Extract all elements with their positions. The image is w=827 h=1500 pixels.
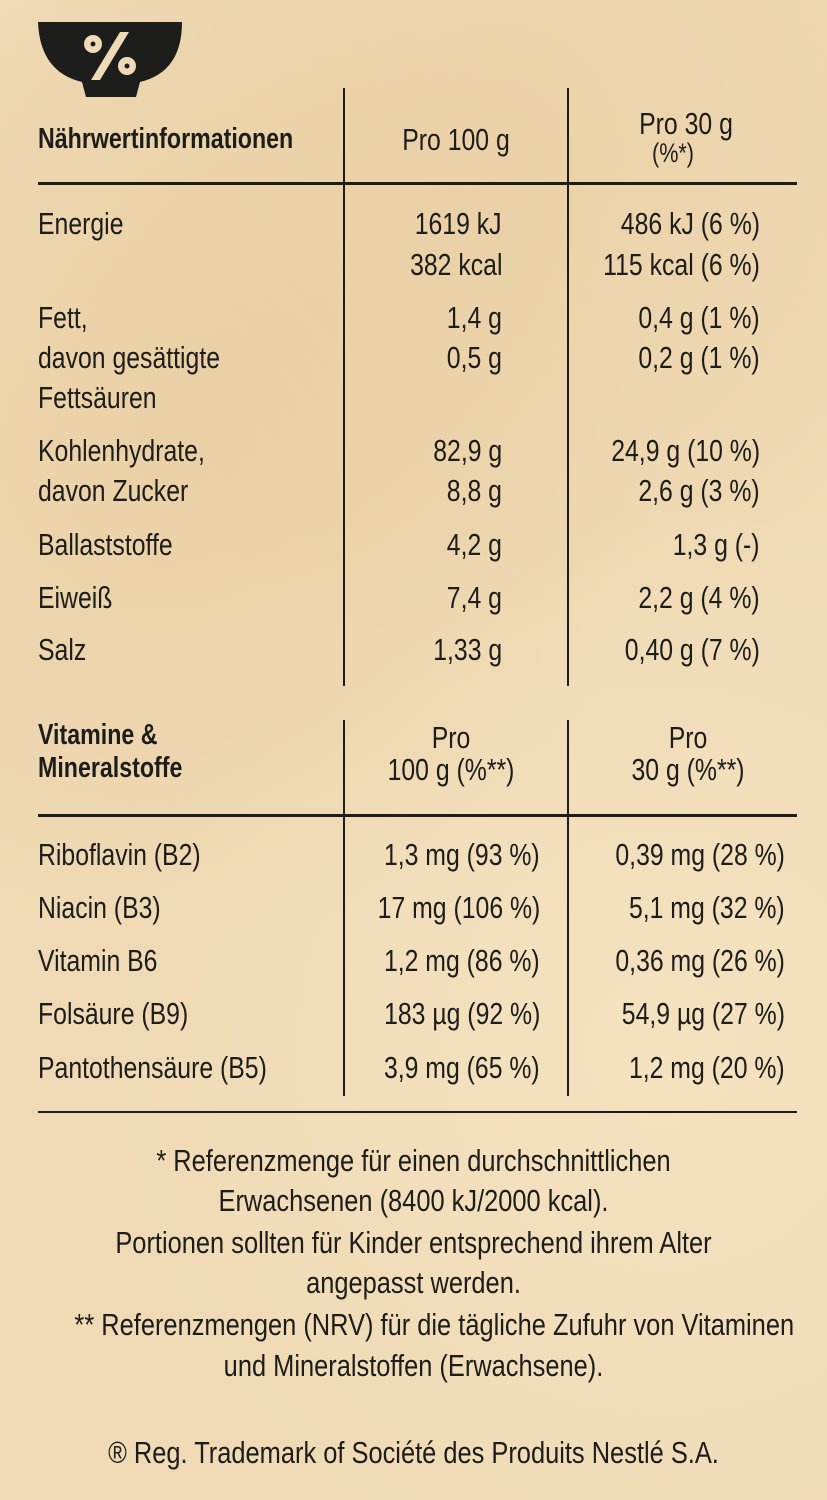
vitamin-label: Riboflavin (B2) <box>38 837 201 872</box>
nutrient-label: davon gesättigte <box>38 340 221 375</box>
nutrient-label: Eiweiß <box>38 580 113 615</box>
footnote-line: Portionen sollten für Kinder entsprechen… <box>115 1225 712 1260</box>
vitamins-header-col2: Pro <box>668 720 708 755</box>
value-per-100g: 1,33 g <box>433 632 502 667</box>
value-per-30g: 24,9 g (10 %) <box>611 433 760 468</box>
column-divider <box>567 720 569 1096</box>
value-per-100g: 183 µg (92 %) <box>383 996 540 1031</box>
value-per-100g: 1,3 mg (93 %) <box>384 837 540 872</box>
bowl-percent-icon <box>36 20 186 100</box>
nutrient-label: Fettsäuren <box>38 380 157 415</box>
value-per-100g: 17 mg (106 %) <box>377 890 540 925</box>
value-per-30g: 115 kcal (6 %) <box>603 247 760 282</box>
vitamins-header-col1-sub: 100 g (%**) <box>387 752 515 787</box>
value-per-30g: 0,39 mg (28 %) <box>615 837 785 872</box>
column-divider <box>343 88 345 686</box>
value-per-30g: 54,9 µg (27 %) <box>621 996 785 1031</box>
vitamins-header-col2-sub: 30 g (%**) <box>631 752 745 787</box>
footnote-line: angepasst werden. <box>306 1265 521 1300</box>
vitamins-header-label-2: Mineralstoffe <box>38 752 183 784</box>
value-per-30g: 0,4 g (1 %) <box>638 300 760 335</box>
value-per-100g: 8,8 g <box>446 473 502 508</box>
nutrient-label: Energie <box>38 206 124 241</box>
column-divider <box>567 88 569 686</box>
value-per-30g: 1,2 mg (20 %) <box>629 1050 785 1085</box>
header-rule <box>38 182 797 185</box>
footnote-line: ** Referenzmengen (NRV) für die tägliche… <box>74 1307 795 1342</box>
value-per-100g: 1619 kJ <box>415 206 502 241</box>
nutrition-header-col1: Pro 100 g <box>402 122 510 157</box>
nutrient-label: davon Zucker <box>38 473 189 508</box>
nutrient-label: Salz <box>38 632 87 667</box>
nutrition-header-col2: Pro 30 g <box>639 106 733 141</box>
value-per-30g: 2,6 g (3 %) <box>638 473 760 508</box>
value-per-30g: 5,1 mg (32 %) <box>629 890 785 925</box>
value-per-100g: 0,5 g <box>446 340 502 375</box>
value-per-100g: 82,9 g <box>433 433 502 468</box>
value-per-30g: 486 kJ (6 %) <box>620 206 760 241</box>
nutrient-label: Ballaststoffe <box>38 527 173 562</box>
nutrient-label: Fett, <box>38 300 88 335</box>
vitamin-label: Folsäure (B9) <box>38 996 189 1031</box>
value-per-30g: 0,36 mg (26 %) <box>615 943 785 978</box>
value-per-100g: 1,4 g <box>446 300 502 335</box>
footnote-line: und Mineralstoffen (Erwachsene). <box>223 1348 604 1383</box>
column-divider <box>343 720 345 1096</box>
value-per-100g: 382 kcal <box>409 247 502 282</box>
footnote-line: Erwachsenen (8400 kJ/2000 kcal). <box>218 1183 609 1218</box>
value-per-30g: 0,2 g (1 %) <box>638 340 760 375</box>
value-per-30g: 0,40 g (7 %) <box>624 632 760 667</box>
value-per-100g: 4,2 g <box>446 527 502 562</box>
header-rule <box>38 814 797 817</box>
vitamins-header-col1: Pro <box>431 720 471 755</box>
nutrient-label: Kohlenhydrate, <box>38 433 205 468</box>
table-bottom-rule <box>38 1111 797 1113</box>
value-per-30g: 1,3 g (-) <box>673 527 760 562</box>
vitamins-header-label: Vitamine & <box>38 719 158 751</box>
footnote-line: * Referenzmenge für einen durchschnittli… <box>156 1143 671 1178</box>
nutrition-header-col2-sub: (%*) <box>652 138 694 168</box>
value-per-100g: 7,4 g <box>446 580 502 615</box>
vitamin-label: Niacin (B3) <box>38 890 161 925</box>
vitamin-label: Vitamin B6 <box>38 943 158 978</box>
nutrition-header-label: Nährwertinformationen <box>38 123 294 155</box>
value-per-30g: 2,2 g (4 %) <box>638 580 760 615</box>
trademark-notice: ® Reg. Trademark of Société des Produits… <box>108 1435 719 1470</box>
value-per-100g: 3,9 mg (65 %) <box>384 1050 540 1085</box>
value-per-100g: 1,2 mg (86 %) <box>384 943 540 978</box>
vitamin-label: Pantothensäure (B5) <box>38 1050 267 1085</box>
